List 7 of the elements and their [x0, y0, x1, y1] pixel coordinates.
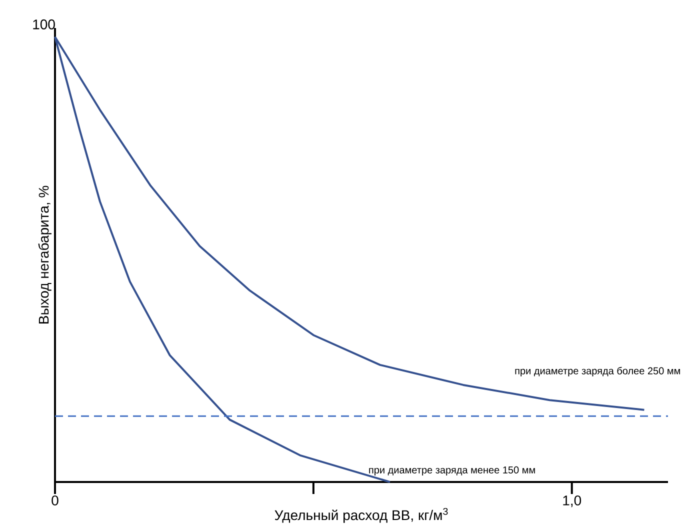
x-tick-label: 1,0	[563, 496, 582, 508]
x-axis-title: Удельный расход ВВ, кг/м$^{3}$	[274, 508, 448, 523]
annotation: 100	[33, 19, 55, 30]
annotation: при диаметре заряда менее 150 мм	[369, 466, 535, 476]
y-axis-title: Выход негабарита, %	[38, 186, 52, 324]
annotation: при диаметре заряда более 250 мм	[515, 366, 680, 376]
x-tick-label: 0	[52, 496, 58, 506]
